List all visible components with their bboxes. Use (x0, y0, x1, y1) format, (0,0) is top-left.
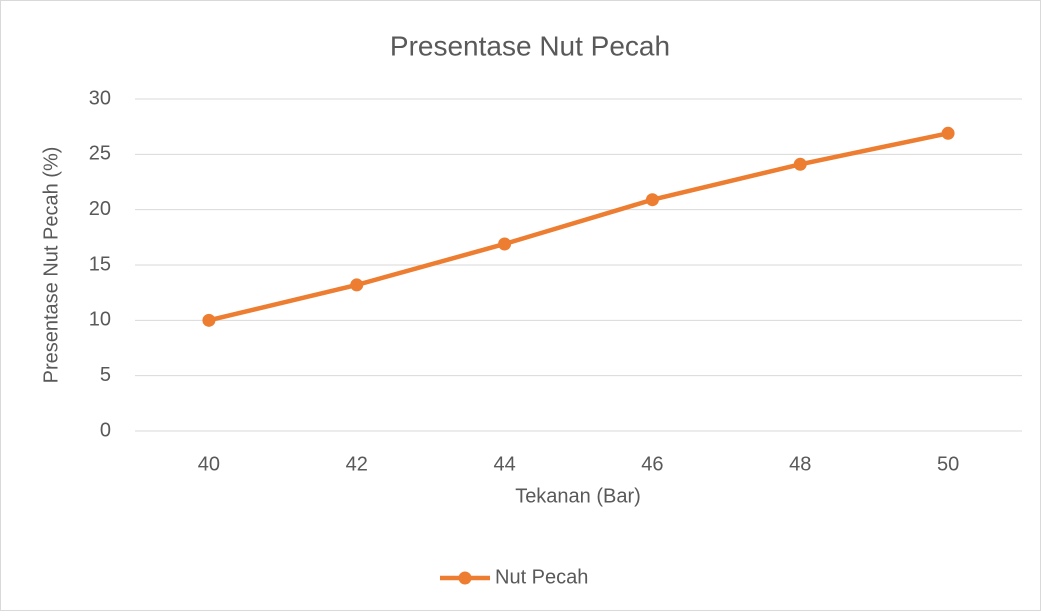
y-tick-label: 20 (89, 198, 111, 220)
y-tick-label: 30 (89, 87, 111, 109)
series-line (208, 131, 949, 323)
x-tick-label: 40 (198, 453, 220, 475)
x-tick-label: 48 (789, 453, 811, 475)
data-point (793, 157, 807, 171)
y-tick-label: 5 (100, 364, 111, 386)
y-tick-label: 15 (89, 253, 111, 275)
data-point (941, 126, 955, 140)
y-tick-label: 0 (100, 419, 111, 441)
y-tick-label: 10 (89, 309, 111, 331)
data-point (645, 193, 659, 207)
data-point (498, 237, 512, 251)
y-axis-title: Presentase Nut Pecah (%) (40, 147, 62, 384)
legend-label: Nut Pecah (495, 566, 588, 588)
y-tick-label: 25 (89, 143, 111, 165)
data-point (350, 278, 364, 292)
chart-title: Presentase Nut Pecah (390, 30, 670, 61)
x-tick-label: 50 (937, 453, 959, 475)
x-tick-label: 42 (346, 453, 368, 475)
legend-marker (458, 571, 472, 585)
data-point (202, 313, 216, 327)
x-tick-label: 46 (641, 453, 663, 475)
x-axis-title: Tekanan (Bar) (515, 485, 641, 507)
x-tick-label: 44 (493, 453, 515, 475)
